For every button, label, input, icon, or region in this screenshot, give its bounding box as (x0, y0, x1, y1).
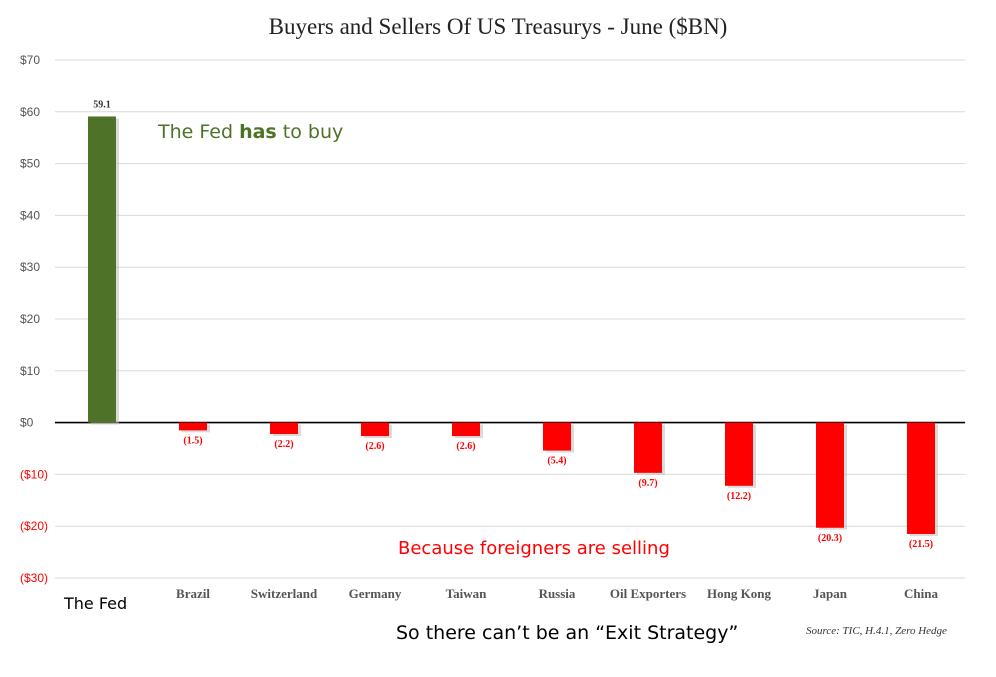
x-tick-label: Japan (813, 586, 848, 601)
fed-annotation-bold: has (239, 121, 277, 143)
data-label: (2.2) (274, 439, 293, 450)
bar (361, 422, 389, 437)
y-tick-label: $60 (20, 105, 40, 119)
x-tick-label: Switzerland (251, 586, 318, 601)
bar (543, 422, 571, 451)
chart-title: Buyers and Sellers Of US Treasurys - Jun… (268, 14, 728, 39)
y-tick-label: $70 (20, 53, 40, 67)
y-tick-label: ($30) (20, 571, 48, 585)
bar (634, 422, 662, 473)
y-tick-label: $0 (20, 416, 34, 430)
exit-strategy-annotation: So there can’t be an “Exit Strategy” (396, 622, 739, 644)
x-tick-label: Oil Exporters (610, 586, 686, 601)
data-label: (21.5) (909, 539, 933, 550)
y-tick-label: $30 (20, 260, 40, 274)
data-label: (5.4) (547, 456, 566, 467)
fed-annotation: The Fed has to buy (158, 121, 343, 143)
bar (816, 422, 844, 528)
fed-category-annotation: The Fed (64, 594, 128, 613)
bar (270, 422, 298, 434)
data-label: (2.6) (456, 441, 475, 452)
fed-annotation-pre: The Fed (158, 121, 240, 143)
bar (907, 422, 935, 534)
bar (725, 422, 753, 486)
data-label: (12.2) (727, 491, 751, 502)
x-tick-label: Taiwan (446, 586, 487, 601)
data-label: (9.7) (638, 478, 657, 489)
y-tick-label: $10 (20, 364, 40, 378)
selling-annotation: Because foreigners are selling (398, 538, 670, 559)
x-tick-label: Germany (349, 586, 402, 601)
y-tick-label: $40 (20, 208, 40, 222)
y-tick-label: $50 (20, 157, 40, 171)
data-label: (20.3) (818, 533, 842, 544)
bar (452, 422, 480, 437)
y-tick-label: ($10) (20, 467, 48, 481)
data-label: (2.6) (365, 441, 384, 452)
x-tick-label: Hong Kong (707, 586, 771, 601)
y-tick-label: $20 (20, 312, 40, 326)
data-label: 59.1 (93, 99, 111, 110)
y-tick-label: ($20) (20, 519, 48, 533)
bar (179, 422, 207, 431)
bar (88, 116, 116, 423)
x-tick-label: China (904, 586, 938, 601)
data-label: (1.5) (183, 435, 202, 446)
source-note: Source: TIC, H.4.1, Zero Hedge (806, 625, 947, 637)
fed-annotation-post: to buy (276, 121, 344, 143)
x-tick-label: Brazil (176, 586, 210, 601)
x-tick-label: Russia (539, 586, 576, 601)
